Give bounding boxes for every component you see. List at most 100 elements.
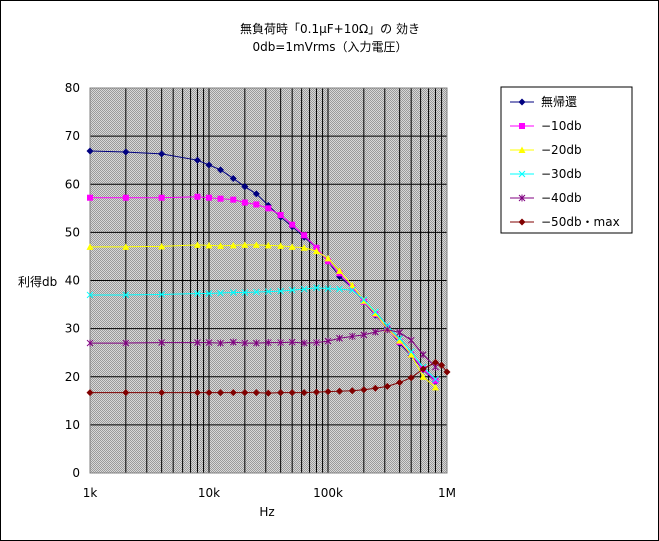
- data-point: [396, 379, 404, 387]
- data-point: [277, 212, 284, 219]
- data-point: [324, 254, 332, 262]
- data-point: [86, 243, 94, 250]
- data-point: [431, 358, 439, 366]
- chart-title: 無負荷時「0.1μF+10Ω」の 効き: [240, 21, 420, 36]
- legend-label: −40db: [541, 191, 582, 205]
- data-point: [122, 339, 130, 347]
- data-point: [241, 339, 249, 347]
- y-tick-label: 20: [65, 370, 80, 384]
- data-point: [288, 389, 296, 397]
- data-point: [372, 328, 379, 336]
- data-point: [252, 241, 260, 248]
- legend-label: 無帰還: [541, 94, 577, 109]
- data-point: [229, 174, 237, 182]
- data-point: [205, 161, 213, 169]
- data-point: [122, 194, 129, 201]
- data-point: [193, 241, 201, 248]
- data-point: [443, 368, 451, 376]
- data-point: [253, 339, 260, 347]
- data-point: [407, 351, 415, 358]
- data-point: [193, 156, 201, 164]
- data-point: [122, 389, 130, 397]
- data-point: [371, 384, 379, 392]
- legend-item: 無帰還: [510, 94, 577, 109]
- data-point: [407, 348, 415, 356]
- data-point: [324, 388, 332, 396]
- legend-item: −10db: [510, 119, 582, 133]
- x-tick-label: 1M: [438, 486, 456, 500]
- data-point: [324, 337, 332, 345]
- legend: 無帰還 −10db −20db −30db −40db −50db・max: [510, 94, 620, 229]
- data-point: [383, 382, 391, 390]
- series-line: [90, 329, 436, 368]
- data-point: [217, 389, 225, 397]
- data-point: [407, 336, 415, 344]
- data-point: [396, 337, 404, 344]
- data-point: [277, 389, 285, 397]
- data-point: [438, 361, 446, 369]
- plot-border: [89, 87, 448, 474]
- data-point: [230, 196, 237, 203]
- data-point: [217, 289, 224, 297]
- data-point: [241, 289, 249, 296]
- data-point: [193, 389, 201, 397]
- data-point: [205, 241, 213, 249]
- y-tick-label: 30: [65, 322, 80, 336]
- data-point: [300, 244, 308, 251]
- x-axis-ticks: 1k 10k 100k 1M: [83, 486, 456, 500]
- series-layer: [86, 147, 451, 397]
- data-point: [288, 243, 296, 250]
- data-point: [264, 288, 272, 295]
- data-point: [252, 389, 260, 397]
- data-point: [241, 199, 248, 206]
- data-point: [348, 281, 356, 289]
- data-point: [300, 339, 308, 347]
- y-axis-ticks: 0 10 20 30 40 50 60 70 80: [65, 81, 80, 480]
- data-point: [518, 218, 526, 226]
- series-3: [86, 241, 439, 391]
- data-point: [301, 232, 308, 239]
- data-point: [194, 193, 201, 200]
- data-point: [241, 389, 249, 397]
- data-point: [264, 241, 272, 249]
- data-point: [122, 148, 130, 156]
- data-point: [277, 287, 284, 295]
- data-point: [407, 374, 415, 382]
- data-point: [158, 291, 165, 298]
- y-tick-label: 50: [65, 225, 80, 239]
- data-point: [86, 291, 94, 299]
- data-point: [217, 242, 225, 249]
- data-point: [360, 296, 368, 304]
- data-point: [264, 339, 272, 347]
- data-point: [419, 373, 427, 380]
- data-point: [518, 194, 526, 202]
- data-point: [205, 290, 213, 297]
- data-point: [313, 339, 320, 347]
- data-point: [86, 389, 94, 397]
- data-point: [431, 383, 439, 391]
- legend-label: −20db: [541, 143, 582, 157]
- data-point: [158, 194, 165, 201]
- data-point: [360, 386, 368, 394]
- data-point: [229, 289, 237, 296]
- series-5: [86, 326, 439, 371]
- data-point: [158, 339, 165, 347]
- data-point: [277, 339, 284, 347]
- data-point: [419, 365, 427, 373]
- data-point: [336, 387, 344, 395]
- data-point: [194, 290, 201, 297]
- data-point: [158, 242, 166, 250]
- y-tick-label: 40: [65, 274, 80, 288]
- data-point: [360, 331, 368, 339]
- data-point: [396, 328, 403, 336]
- data-point: [205, 339, 213, 347]
- data-point: [253, 288, 260, 296]
- y-axis-label: 利得db: [18, 274, 57, 289]
- data-point: [300, 389, 308, 397]
- data-point: [312, 388, 320, 396]
- data-point: [396, 334, 403, 342]
- data-point: [122, 291, 130, 299]
- data-point: [86, 147, 94, 155]
- data-point: [194, 339, 201, 347]
